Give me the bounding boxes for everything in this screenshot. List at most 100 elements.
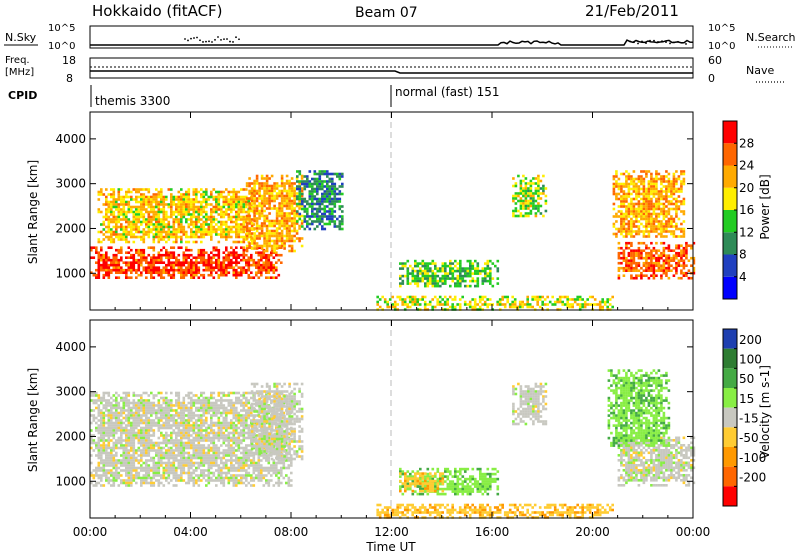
cell-power-r1 — [147, 215, 151, 219]
cell-power-r1 — [152, 213, 156, 216]
cell-velocity-r0 — [140, 451, 143, 455]
cell-power-r3 — [338, 190, 342, 193]
cell-power-r2 — [278, 212, 281, 215]
cell-power-r2 — [263, 219, 266, 223]
cell-power-r7 — [670, 220, 673, 223]
cell-power-r2 — [253, 247, 256, 250]
cell-power-r3 — [301, 182, 304, 186]
cell-power-r0 — [165, 248, 168, 252]
cell-velocity-r0 — [137, 406, 141, 410]
cell-power-r3 — [316, 180, 319, 183]
cell-power-r1 — [192, 223, 196, 226]
cell-power-r8 — [463, 300, 467, 304]
cell-power-r0 — [150, 266, 153, 269]
cell-power-r2 — [255, 244, 259, 248]
cell-power-r7 — [637, 180, 641, 183]
cell-power-r8 — [396, 295, 399, 299]
cell-power-r2 — [300, 219, 304, 223]
cell-power-r7 — [662, 190, 666, 193]
cell-velocity-r0 — [127, 414, 131, 417]
cell-velocity-r0 — [165, 411, 168, 415]
cell-power-r0 — [177, 258, 181, 262]
cell-power-r4 — [486, 274, 490, 278]
cell-power-r6 — [640, 276, 643, 280]
cell-velocity-r0 — [182, 429, 186, 432]
cell-power-r4 — [444, 274, 447, 278]
cell-power-r1 — [210, 203, 213, 206]
cell-power-r7 — [662, 180, 666, 183]
cell-power-r6 — [630, 251, 633, 255]
cell-power-r1 — [165, 203, 168, 206]
cell-power-r8 — [513, 303, 517, 306]
cell-power-r2 — [270, 174, 274, 178]
cell-power-r6 — [657, 259, 661, 262]
cell-power-r1 — [180, 200, 183, 204]
cell-power-r1 — [127, 233, 131, 236]
cell-power-r0 — [102, 273, 106, 277]
cell-power-r0 — [240, 258, 243, 262]
cell-velocity-r0 — [142, 451, 146, 455]
cell-power-r5 — [539, 192, 543, 195]
cell-power-r2 — [265, 232, 269, 235]
cell-velocity-r0 — [97, 439, 101, 442]
cell-power-r7 — [630, 205, 633, 208]
cell-velocity-r0 — [157, 409, 161, 412]
cell-velocity-r0 — [167, 474, 171, 477]
cell-power-r2 — [265, 237, 269, 240]
cell-power-r8 — [443, 303, 447, 306]
cell-power-r0 — [167, 268, 171, 272]
cell-power-r1 — [180, 195, 183, 199]
cell-velocity-r0 — [177, 434, 181, 437]
cell-power-r0 — [242, 271, 246, 274]
cell-power-r1 — [142, 215, 146, 219]
cell-power-r6 — [645, 264, 648, 267]
cell-power-r1 — [240, 230, 243, 234]
cell-power-r6 — [685, 264, 688, 267]
noise-right-tick-top: 10^5 — [708, 23, 735, 34]
cell-velocity-r0 — [160, 451, 163, 455]
cell-power-r0 — [195, 266, 198, 269]
cell-power-r7 — [665, 212, 668, 216]
cell-power-r5 — [512, 199, 515, 203]
cell-power-r2 — [258, 244, 261, 248]
cell-power-r1 — [117, 235, 121, 239]
cell-velocity-r0 — [180, 416, 183, 420]
cell-power-r3 — [323, 205, 327, 208]
cell-power-r1 — [155, 210, 158, 214]
cell-velocity-r0 — [160, 411, 163, 415]
cell-power-r0 — [152, 261, 156, 264]
cell-power-r6 — [685, 244, 688, 247]
cell-power-r1 — [147, 195, 151, 199]
cell-power-r0 — [125, 276, 128, 279]
cell-power-r4 — [421, 272, 425, 275]
cell-power-r7 — [627, 187, 631, 191]
cell-power-r0 — [187, 266, 191, 269]
cell-power-r6 — [657, 266, 661, 270]
cell-power-r8 — [446, 300, 449, 304]
cell-power-r1 — [135, 188, 138, 191]
cell-power-r7 — [637, 205, 641, 208]
cell-power-r0 — [245, 261, 248, 264]
cell-power-r1 — [215, 233, 218, 236]
cell-velocity-r0 — [175, 431, 178, 435]
cell-power-r3 — [318, 172, 322, 176]
cell-power-r6 — [630, 276, 633, 280]
cell-power-r6 — [635, 251, 638, 255]
cell-power-r1 — [235, 235, 238, 239]
cell-velocity-r0 — [180, 411, 183, 415]
cell-power-r0 — [242, 248, 246, 252]
cell-velocity-r0 — [125, 441, 128, 445]
cell-power-r7 — [657, 192, 661, 196]
cell-power-r1 — [140, 223, 143, 226]
cell-velocity-r0 — [147, 439, 151, 442]
cell-power-r5 — [522, 199, 525, 203]
cell-power-r2 — [263, 239, 266, 243]
cell-power-r8 — [601, 298, 604, 301]
cell-power-r0 — [110, 271, 113, 274]
cell-velocity-r0 — [132, 421, 136, 425]
cell-velocity-r0 — [152, 444, 156, 447]
cell-power-r3 — [313, 190, 317, 193]
cell-power-r6 — [652, 256, 656, 260]
cell-velocity-r0 — [177, 401, 181, 405]
cell-power-r7 — [630, 175, 633, 178]
